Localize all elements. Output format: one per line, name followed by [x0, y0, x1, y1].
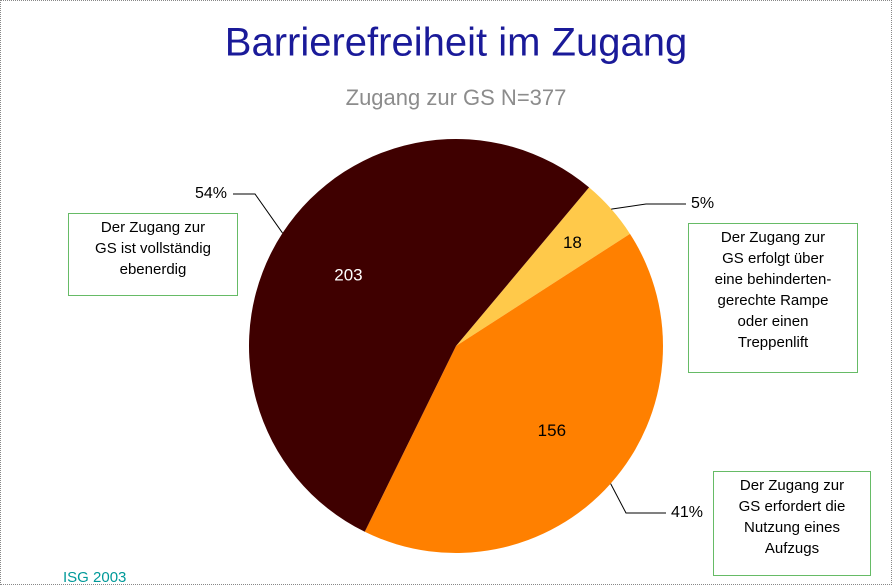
pie-slice	[456, 187, 630, 346]
source: ISG 2003	[63, 569, 126, 584]
pie-slice	[248, 138, 590, 532]
category-label: Der Zugang zur GS erfolgt über eine behi…	[688, 223, 858, 373]
value-label: 203	[334, 265, 362, 284]
category-label: Der Zugang zur GS ist vollständig ebener…	[68, 213, 238, 296]
leader-line	[611, 203, 686, 210]
pie-slice	[364, 233, 663, 553]
percent-label: 5%	[691, 195, 714, 212]
chart-subtitle: Zugang zur GS N=377	[346, 85, 567, 110]
category-label: Der Zugang zur GS erfordert die Nutzung …	[713, 471, 871, 576]
value-label: 18	[563, 233, 582, 252]
percent-label: 54%	[195, 185, 227, 202]
leader-line	[610, 483, 666, 514]
chart-title: Barrierefreiheit im Zugang	[225, 21, 687, 65]
percent-label: 41%	[671, 504, 703, 521]
leader-line	[233, 193, 283, 234]
value-label: 156	[538, 421, 566, 440]
